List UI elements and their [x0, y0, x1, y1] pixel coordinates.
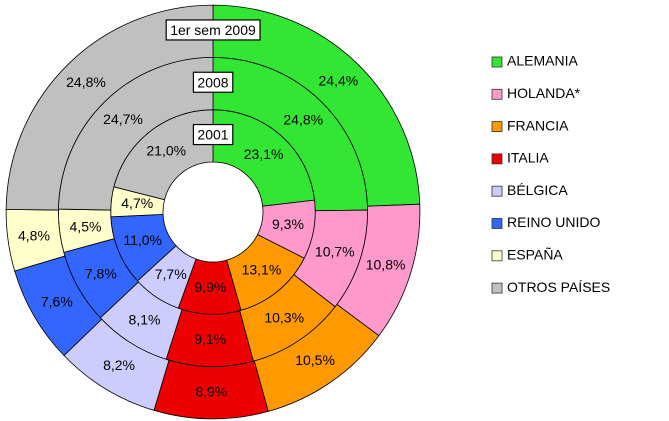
value-label: 8,1%: [129, 311, 161, 327]
value-label: 7,6%: [41, 294, 73, 310]
value-label: 10,3%: [264, 310, 304, 326]
legend-label: ESPAÑA: [507, 247, 563, 263]
legend-swatch: [491, 218, 503, 229]
legend-swatch: [491, 88, 503, 100]
value-label: 11,0%: [123, 232, 162, 248]
value-label: 7,7%: [155, 266, 187, 282]
ring-label-box: [165, 19, 261, 41]
value-label: 13,1%: [242, 261, 282, 277]
legend-swatch: [491, 250, 503, 262]
ring-label: 2008: [197, 74, 228, 90]
legend-swatch: [491, 282, 503, 294]
value-label: 8,2%: [103, 357, 135, 373]
legend-swatch: [491, 153, 503, 165]
value-label: 10,5%: [295, 352, 335, 368]
legend-label: ITALIA: [507, 150, 549, 166]
value-label: 9,3%: [272, 216, 304, 232]
ring-label: 2001: [197, 127, 228, 143]
value-label: 9,1%: [194, 331, 226, 347]
value-label: 10,8%: [366, 256, 406, 272]
ring-label: 1er sem 2009: [170, 22, 256, 38]
legend-label: FRANCIA: [507, 117, 569, 133]
value-label: 24,8%: [66, 74, 106, 90]
value-label: 7,8%: [85, 265, 117, 281]
value-label: 24,4%: [319, 73, 359, 89]
legend-swatch: [491, 56, 503, 68]
value-label: 24,7%: [103, 111, 143, 127]
value-label: 4,8%: [18, 228, 50, 244]
value-label: 24,8%: [283, 111, 323, 127]
value-label: 8,9%: [195, 383, 227, 399]
legend-swatch: [491, 121, 503, 132]
legend-label: REINO UNIDO: [507, 214, 600, 230]
ring-label-box: [192, 71, 234, 93]
legend-label: HOLANDA*: [507, 85, 581, 101]
value-label: 10,7%: [315, 244, 355, 260]
donut-segment: [5, 4, 214, 211]
legend-label: ALEMANIA: [507, 53, 578, 69]
value-label: 4,5%: [70, 218, 102, 234]
legend-swatch: [491, 185, 503, 197]
value-label: 4,7%: [121, 195, 153, 211]
legend-label: OTROS PAÍSES: [507, 279, 610, 295]
value-label: 21,0%: [146, 143, 186, 159]
value-label: 23,1%: [244, 146, 284, 162]
ring-label-box: [192, 123, 234, 146]
value-label: 9,9%: [194, 279, 226, 295]
legend-label: BÉLGICA: [507, 182, 568, 198]
